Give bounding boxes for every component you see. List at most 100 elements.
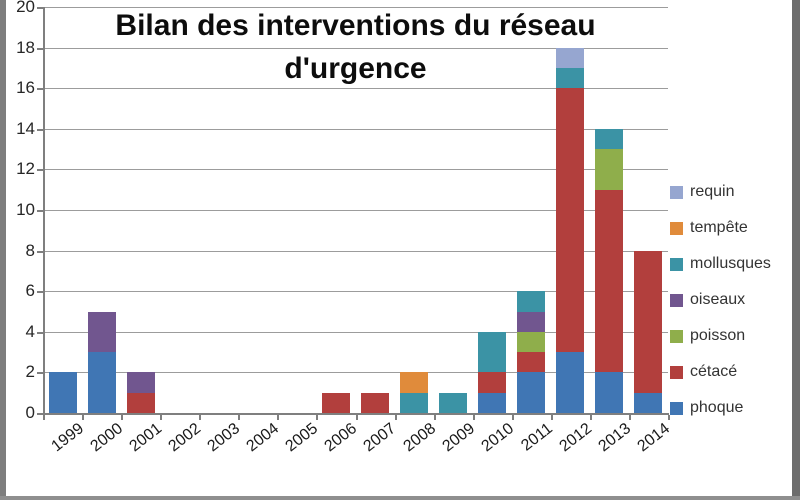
bar-segment-phoque-2014: [634, 392, 663, 413]
gridline-y-6: [43, 291, 668, 293]
plot-area: [43, 7, 668, 413]
legend-item-tempête: tempête: [670, 210, 771, 246]
x-tick: [199, 415, 202, 420]
x-axis-label-2009: 2009: [439, 420, 478, 456]
x-tick: [43, 415, 45, 420]
legend-swatch-tempête: [670, 221, 683, 235]
bar-segment-oiseaux-2000: [87, 311, 116, 353]
bar-2013: [590, 7, 629, 413]
bar-segment-cétacé-2006: [321, 392, 350, 413]
x-axis-label-2008: 2008: [400, 420, 439, 456]
bar-2011: [512, 7, 551, 413]
bar-segment-oiseaux-2001: [126, 372, 155, 393]
y-tick-0: [37, 413, 43, 415]
x-axis-label-2011: 2011: [518, 420, 556, 455]
x-axis-label-2006: 2006: [321, 420, 361, 456]
x-tick: [82, 415, 85, 420]
bar-segment-phoque-2013: [595, 372, 624, 413]
y-axis-label: 18: [16, 37, 35, 57]
x-tick: [433, 415, 436, 420]
bar-2007: [356, 7, 395, 413]
gridline-y-18: [43, 47, 668, 49]
bar-segment-mollusques-2008: [400, 392, 429, 413]
x-axis-label-2007: 2007: [360, 420, 400, 456]
y-axis-line: [43, 7, 45, 414]
bar-segment-cétacé-2001: [126, 392, 155, 413]
gridline-y-8: [43, 250, 668, 252]
left-border: [0, 0, 6, 500]
bar-segment-cétacé-2012: [556, 88, 585, 353]
legend-label: tempête: [690, 219, 748, 236]
bar-2009: [434, 7, 473, 413]
legend-item-oiseaux: oiseaux: [670, 282, 771, 318]
bar-2005: [277, 7, 316, 413]
x-tick: [472, 415, 475, 420]
legend-label: requin: [690, 183, 735, 200]
y-axis-label: 2: [25, 362, 35, 382]
x-axis-label-2003: 2003: [204, 420, 244, 456]
x-axis-label-2013: 2013: [595, 420, 634, 456]
bar-segment-requin-2012: [556, 47, 585, 68]
bar-2003: [199, 7, 238, 413]
y-tick-18: [37, 47, 43, 50]
x-tick: [121, 415, 124, 420]
y-axis-label: 12: [16, 159, 35, 179]
y-tick-16: [37, 88, 43, 91]
gridline-y-10: [43, 210, 668, 211]
bar-2008: [395, 7, 434, 413]
gridline-y-4: [43, 331, 668, 333]
right-border: [792, 0, 800, 500]
bar-segment-oiseaux-2011: [517, 311, 546, 332]
legend-item-requin: requin: [670, 174, 771, 210]
x-tick: [160, 415, 163, 420]
bar-segment-phoque-2011: [517, 372, 546, 413]
x-axis-label-2004: 2004: [243, 420, 283, 456]
bar-segment-cétacé-2014: [634, 250, 663, 393]
x-tick: [628, 415, 631, 420]
y-tick-6: [37, 291, 43, 294]
x-tick: [394, 415, 397, 420]
bar-segment-phoque-2010: [478, 392, 507, 413]
legend-label: poisson: [690, 327, 746, 344]
y-axis-label: 20: [16, 0, 35, 16]
y-tick-8: [37, 250, 43, 253]
x-tick: [511, 415, 514, 420]
bar-segment-mollusques-2013: [595, 128, 624, 150]
bar-segment-poisson-2011: [517, 331, 546, 353]
bar-2002: [160, 7, 199, 413]
bar-segment-poisson-2013: [595, 149, 624, 190]
bar-1999: [43, 7, 82, 413]
x-axis-label-2010: 2010: [478, 420, 517, 456]
y-tick-14: [37, 128, 43, 131]
bar-2006: [316, 7, 355, 413]
bar-segment-tempête-2008: [400, 372, 429, 393]
legend: requin tempête mollusques oiseaux poisson cét…: [670, 174, 771, 426]
bar-2001: [121, 7, 160, 413]
y-axis-label: 6: [25, 281, 35, 301]
x-tick: [589, 415, 592, 420]
gridline-y-2: [43, 372, 668, 374]
x-axis-label-2014: 2014: [634, 420, 673, 456]
x-axis-label-2005: 2005: [282, 420, 322, 456]
x-tick: [550, 415, 553, 420]
x-tick: [668, 415, 670, 420]
bar-2004: [238, 7, 277, 413]
bar-segment-mollusques-2009: [439, 392, 468, 413]
y-tick-20: [37, 7, 43, 9]
legend-item-cétacé: cétacé: [670, 354, 771, 390]
y-tick-4: [37, 331, 43, 334]
x-tick: [238, 415, 241, 420]
legend-label: oiseaux: [690, 291, 746, 308]
bar-segment-cétacé-2007: [361, 392, 390, 413]
bar-segment-mollusques-2011: [517, 291, 546, 312]
bar-segment-mollusques-2010: [478, 331, 507, 373]
legend-label: mollusques: [690, 255, 771, 272]
legend-item-phoque: phoque: [670, 390, 771, 426]
bar-2010: [473, 7, 512, 413]
legend-swatch-phoque: [670, 401, 683, 415]
y-tick-12: [37, 169, 43, 172]
x-tick: [316, 415, 319, 420]
gridline-y-12: [43, 169, 668, 171]
legend-swatch-oiseaux: [670, 293, 683, 307]
